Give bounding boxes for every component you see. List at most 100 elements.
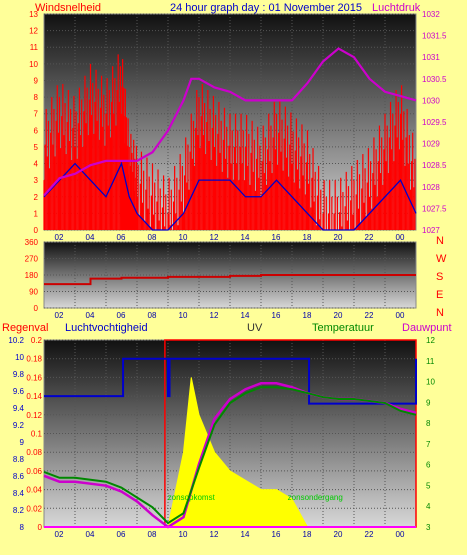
x-tick-label: 08: [148, 233, 157, 242]
rain-label: Regenval: [2, 322, 49, 334]
x-tick-label: 00: [396, 311, 405, 320]
y-tick-label-pressure: 1031.5: [422, 32, 447, 41]
y-tick-label-temperature: 12: [426, 336, 435, 345]
y-tick-label-humidity: 8.8: [13, 455, 25, 464]
x-tick-label: 18: [303, 233, 312, 242]
temperature-line: [43, 386, 417, 525]
y-tick-label-wind: 10: [29, 60, 38, 69]
x-tick-label: 22: [365, 530, 374, 539]
x-tick-label: 06: [117, 311, 126, 320]
y-tick-label-pressure: 1028.5: [422, 161, 447, 170]
y-tick-label-rain: 0: [38, 523, 43, 532]
y-tick-label-wind: 11: [30, 43, 39, 52]
humidity-line: [44, 357, 417, 405]
x-tick-label: 04: [86, 530, 95, 539]
y-tick-label-rain: 0.06: [26, 467, 42, 476]
y-tick-label-pressure: 1030.5: [422, 75, 447, 84]
y-tick-label-pressure: 1029: [422, 140, 440, 149]
y-tick-label-wind: 12: [29, 27, 38, 36]
x-tick-label: 10: [179, 233, 188, 242]
y-tick-label-humidity: 10.2: [8, 336, 24, 345]
x-tick-label: 16: [272, 311, 281, 320]
x-tick-label: 06: [117, 530, 126, 539]
y-tick-label-humidity: 9.4: [13, 404, 25, 413]
x-tick-label: 18: [303, 311, 312, 320]
x-tick-label: 00: [396, 233, 405, 242]
y-tick-label-rain: 0.08: [26, 448, 42, 457]
y-tick-label-humidity: 9.2: [13, 421, 25, 430]
y-tick-label-direction: 0: [34, 304, 39, 313]
y-tick-label-direction: 90: [29, 288, 38, 297]
y-tick-label-pressure: 1028: [422, 183, 440, 192]
y-tick-label-humidity: 8: [20, 523, 25, 532]
y-tick-label-humidity: 10: [15, 353, 24, 362]
x-tick-label: 20: [334, 311, 343, 320]
y-tick-label-temperature: 11: [426, 357, 435, 366]
y-tick-label-temperature: 10: [426, 378, 435, 387]
chart-title: 24 hour graph day : 01 November 2015: [170, 2, 363, 14]
y-tick-label-wind: 3: [34, 176, 39, 185]
x-tick-label: 12: [210, 233, 219, 242]
x-tick-label: 02: [55, 530, 64, 539]
dewpoint-label: Dauwpunt: [402, 322, 452, 334]
y-tick-label-rain: 0.2: [31, 336, 43, 345]
y-tick-label-rain: 0.1: [31, 430, 43, 439]
y-tick-label-pressure: 1031: [422, 53, 440, 62]
sunrise-annotation: zonsopkomst: [168, 493, 216, 502]
y-tick-label-humidity: 8.6: [13, 472, 25, 481]
y-tick-label-rain: 0.04: [26, 486, 42, 495]
x-tick-label: 22: [365, 311, 374, 320]
x-tick-label: 22: [365, 233, 374, 242]
y-tick-label-temperature: 9: [426, 398, 431, 407]
y-tick-label-pressure: 1027: [422, 226, 440, 235]
y-tick-label-pressure: 1027.5: [422, 204, 447, 213]
y-tick-label-wind: 5: [34, 143, 39, 152]
x-tick-label: 16: [272, 233, 281, 242]
y-tick-label-direction: 180: [25, 271, 39, 280]
y-tick-label-temperature: 8: [426, 419, 431, 428]
x-tick-label: 16: [272, 530, 281, 539]
y-tick-label-rain: 0.02: [26, 504, 42, 513]
x-tick-label: 06: [117, 233, 126, 242]
y-tick-label-rain: 0.18: [26, 355, 42, 364]
x-tick-label: 18: [303, 530, 312, 539]
y-tick-label-wind: 8: [34, 93, 39, 102]
wind-direction-line: [44, 274, 416, 286]
y-tick-label-humidity: 9.8: [13, 370, 25, 379]
y-tick-label-wind: 9: [34, 76, 39, 85]
compass-label: N: [436, 235, 444, 247]
y-tick-label-temperature: 3: [426, 523, 431, 532]
x-tick-label: 20: [334, 233, 343, 242]
y-tick-label-pressure: 1032: [422, 10, 440, 19]
y-tick-label-wind: 4: [34, 160, 39, 169]
gust-line: [43, 161, 417, 231]
uv-area: [167, 377, 309, 528]
y-tick-label-rain: 0.14: [26, 392, 42, 401]
y-tick-label-pressure: 1029.5: [422, 118, 447, 127]
x-tick-label: 08: [148, 311, 157, 320]
y-tick-label-rain: 0.12: [26, 411, 42, 420]
x-tick-label: 00: [396, 530, 405, 539]
y-tick-label-wind: 1: [34, 209, 39, 218]
y-tick-label-temperature: 5: [426, 481, 431, 490]
y-tick-label-rain: 0.16: [26, 373, 42, 382]
x-tick-label: 08: [148, 530, 157, 539]
x-tick-label: 12: [210, 311, 219, 320]
compass-label: E: [436, 289, 443, 301]
y-tick-label-direction: 270: [25, 255, 39, 264]
temperature-label: Temperatuur: [312, 322, 374, 334]
compass-label: W: [436, 253, 447, 265]
y-tick-label-direction: 360: [25, 238, 39, 247]
y-tick-label-humidity: 8.4: [13, 489, 25, 498]
y-tick-label-humidity: 9: [20, 438, 25, 447]
y-tick-label-humidity: 9.6: [13, 387, 25, 396]
y-tick-label-wind: 2: [34, 193, 39, 202]
x-tick-label: 14: [241, 311, 250, 320]
x-tick-label: 02: [55, 311, 64, 320]
compass-label: N: [436, 307, 444, 319]
y-tick-label-wind: 13: [29, 10, 38, 19]
pressure-title: Luchtdruk: [372, 2, 421, 14]
y-tick-label-temperature: 6: [426, 461, 431, 470]
compass-label: S: [436, 271, 443, 283]
